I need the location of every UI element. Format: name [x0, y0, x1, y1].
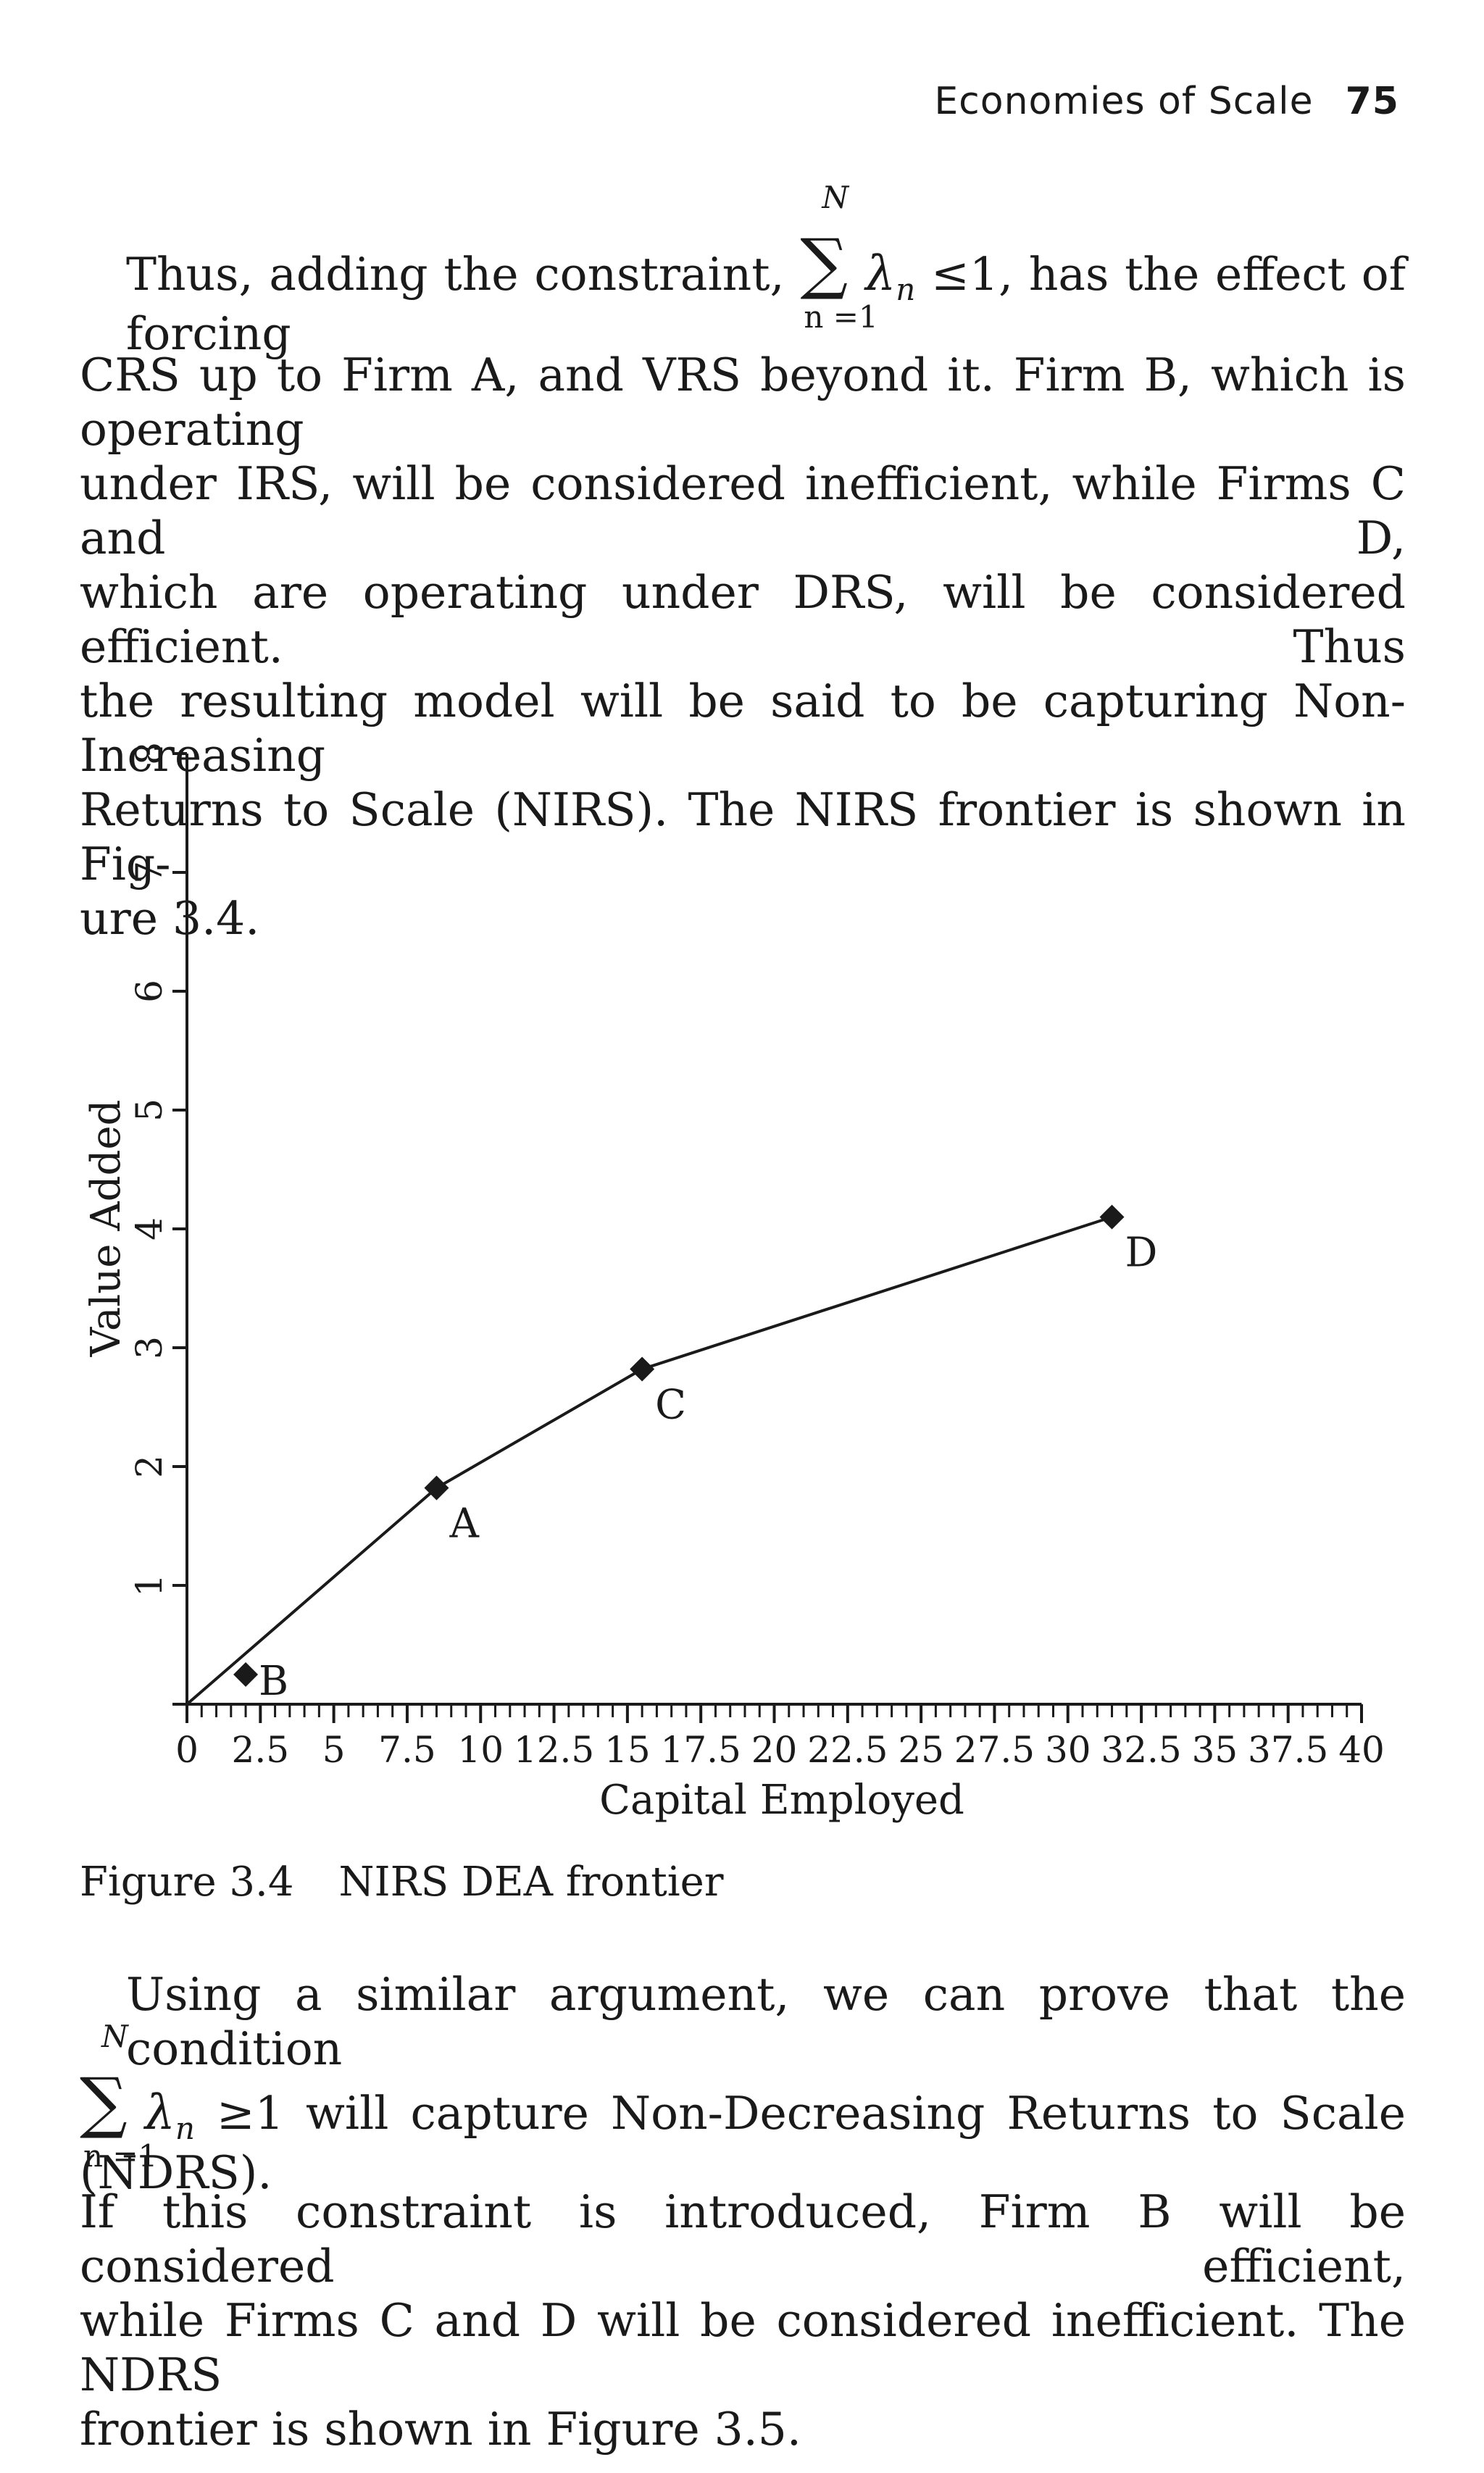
firm-point-a	[424, 1475, 449, 1501]
y-axis-label: Value Added	[83, 1100, 130, 1358]
paragraph-1-body: CRS up to Firm A, and VRS beyond it. Fir…	[80, 348, 1406, 946]
x-tick-label: 15	[604, 1729, 651, 1771]
paragraph-1: Thus, adding the constraint, N ∑ n =1 λn…	[80, 180, 1406, 361]
para1-line: ure 3.4.	[80, 892, 260, 945]
nirs-frontier-chart: 1 2 3 4 5 6 7 8 0 2.5 5 7.5 10 12.5 15 17.5 20 22.5 25 27.5…	[83, 742, 1385, 1824]
x-tick-label: 40	[1338, 1729, 1385, 1771]
x-tick-label: 5	[322, 1729, 346, 1771]
para1-line: Returns to Scale (NIRS). The NIRS fronti…	[80, 783, 1406, 891]
para2-after-text: will capture Non-Decreasing Returns to S…	[80, 2087, 1406, 2199]
x-tick-label: 20	[751, 1729, 798, 1771]
chart-axes: 1 2 3 4 5 6 7 8 0 2.5 5 7.5 10 12.5 15 17.5 20 22.5 25 27.5…	[128, 742, 1385, 1771]
sigma-symbol: ∑	[80, 2064, 128, 2141]
x-tick-label: 22.5	[807, 1729, 888, 1771]
para1-line: the resulting model will be said to be c…	[80, 675, 1406, 782]
para1-line: CRS up to Firm A, and VRS beyond it. Fir…	[80, 349, 1406, 456]
y-tick-label: 2	[128, 1455, 170, 1478]
section-title: Economies of Scale	[934, 80, 1314, 123]
lambda-subscript: n	[896, 272, 916, 307]
sum-upper-limit: N	[822, 180, 849, 215]
sum-upper-limit: N	[101, 2019, 128, 2054]
para2-line: while Firms C and D will be considered i…	[80, 2294, 1406, 2401]
y-tick-label: 8	[128, 742, 170, 765]
x-tick-label: 25	[898, 1729, 944, 1771]
lambda-symbol: λ	[145, 2085, 175, 2140]
nirs-frontier-line	[186, 1215, 1113, 1706]
sigma-symbol: ∑	[800, 225, 849, 302]
y-tick-label: 1	[128, 1574, 170, 1597]
x-tick-label: 30	[1045, 1729, 1091, 1771]
para1-first-line: Thus, adding the constraint, N ∑ n =1 λn…	[80, 180, 1406, 361]
sum-lower-limit: n =1	[804, 299, 878, 335]
points-layer: B A C D	[233, 1204, 1158, 1705]
figure-caption: Figure 3.4 NIRS DEA frontier	[80, 1859, 724, 1906]
para1-line: which are operating under DRS, will be c…	[80, 566, 1406, 673]
y-tick-label: 7	[128, 861, 170, 884]
x-tick-label: 12.5	[514, 1729, 594, 1771]
y-tick-label: 4	[128, 1217, 170, 1240]
x-tick-label: 37.5	[1248, 1729, 1328, 1771]
lambda-subscript: n	[175, 2111, 195, 2146]
lambda-symbol: λ	[865, 246, 896, 301]
x-tick-label: 35	[1192, 1729, 1238, 1771]
firm-label-d: D	[1125, 1230, 1158, 1277]
x-tick-label: 7.5	[378, 1729, 436, 1771]
firm-point-d	[1099, 1204, 1125, 1230]
x-tick-label: 10	[457, 1729, 504, 1771]
y-tick-label: 3	[128, 1336, 170, 1359]
para2-formula-line: N ∑ n =1 λn ≥1 will capture Non-Decreasi…	[80, 2019, 1406, 2200]
constraint-relation: ≥1	[217, 2087, 284, 2140]
paragraph-2-formula-line: N ∑ n =1 λn ≥1 will capture Non-Decreasi…	[80, 2019, 1406, 2200]
para2-line: If this constraint is introduced, Firm B…	[80, 2185, 1406, 2293]
figure-label: Figure 3.4	[80, 1859, 294, 1906]
para1-line: under IRS, will be considered inefficien…	[80, 457, 1406, 564]
page-number: 75	[1345, 80, 1399, 123]
figure-title: NIRS DEA frontier	[338, 1859, 724, 1906]
paragraph-2-body: If this constraint is introduced, Firm B…	[80, 2185, 1406, 2456]
para1-lead-before: Thus, adding the constraint,	[126, 248, 785, 301]
paragraph-2: Using a similar argument, we can prove t…	[80, 1967, 1406, 2076]
frontier-layer	[186, 1215, 1113, 1706]
sum-lower-limit: n =1	[83, 2138, 158, 2174]
para2-line: frontier is shown in Figure 3.5.	[80, 2403, 801, 2456]
x-tick-label: 27.5	[954, 1729, 1035, 1771]
firm-label-b: B	[259, 1658, 288, 1705]
firm-point-c	[630, 1356, 655, 1382]
firm-label-a: A	[449, 1501, 479, 1548]
summation-formula-2: N ∑ n =1	[80, 2019, 157, 2174]
x-tick-label: 17.5	[661, 1729, 741, 1771]
y-tick-label: 5	[128, 1098, 170, 1122]
summation-formula: N ∑ n =1	[800, 180, 878, 335]
running-header: Economies of Scale 75	[934, 80, 1399, 123]
firm-label-c: C	[655, 1382, 686, 1429]
y-tick-label: 6	[128, 980, 170, 1003]
constraint-relation: ≤1,	[931, 248, 1013, 301]
x-tick-label: 2.5	[232, 1729, 290, 1771]
para1-lead-after: has the effect of forcing	[126, 248, 1406, 360]
x-axis-label: Capital Employed	[599, 1777, 964, 1824]
x-tick-label: 32.5	[1101, 1729, 1181, 1771]
para2-first-line: Using a similar argument, we can prove t…	[126, 1968, 1406, 2075]
firm-point-b	[233, 1662, 259, 1687]
x-tick-label: 0	[175, 1729, 199, 1771]
